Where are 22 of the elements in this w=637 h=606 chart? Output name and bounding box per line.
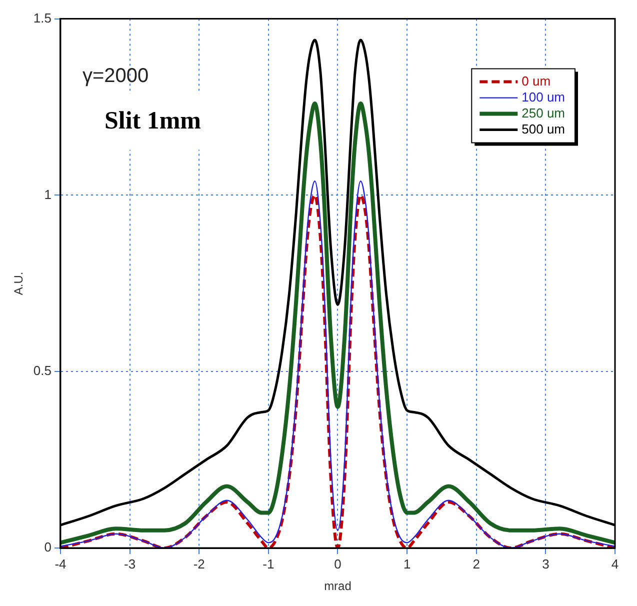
y-tick-label: 0 bbox=[44, 540, 52, 555]
legend-label: 0 um bbox=[522, 73, 551, 88]
x-tick-label: -1 bbox=[262, 556, 274, 572]
x-tick-label: 0 bbox=[334, 556, 342, 572]
legend-label: 250 um bbox=[522, 105, 566, 120]
x-tick-label: 3 bbox=[542, 556, 550, 572]
y-axis-title: A.U. bbox=[12, 272, 26, 296]
x-tick-label: -4 bbox=[54, 556, 66, 572]
x-axis-title: mrad bbox=[324, 579, 352, 594]
x-tick-label: -2 bbox=[193, 556, 205, 572]
legend-label: 500 um bbox=[522, 121, 566, 136]
x-tick-label: 2 bbox=[472, 556, 480, 572]
legend-label: 100 um bbox=[522, 89, 566, 104]
annotation: γ=2000 bbox=[82, 64, 149, 87]
x-tick-label: -3 bbox=[124, 556, 136, 572]
y-tick-label: 0.5 bbox=[33, 363, 52, 378]
x-tick-label: 4 bbox=[611, 556, 619, 572]
annotation: Slit 1mm bbox=[104, 107, 202, 134]
line-series bbox=[60, 101, 615, 545]
y-tick-label: 1.5 bbox=[33, 10, 52, 26]
y-tick-label: 1 bbox=[44, 186, 52, 202]
x-tick-label: 1 bbox=[403, 556, 411, 572]
